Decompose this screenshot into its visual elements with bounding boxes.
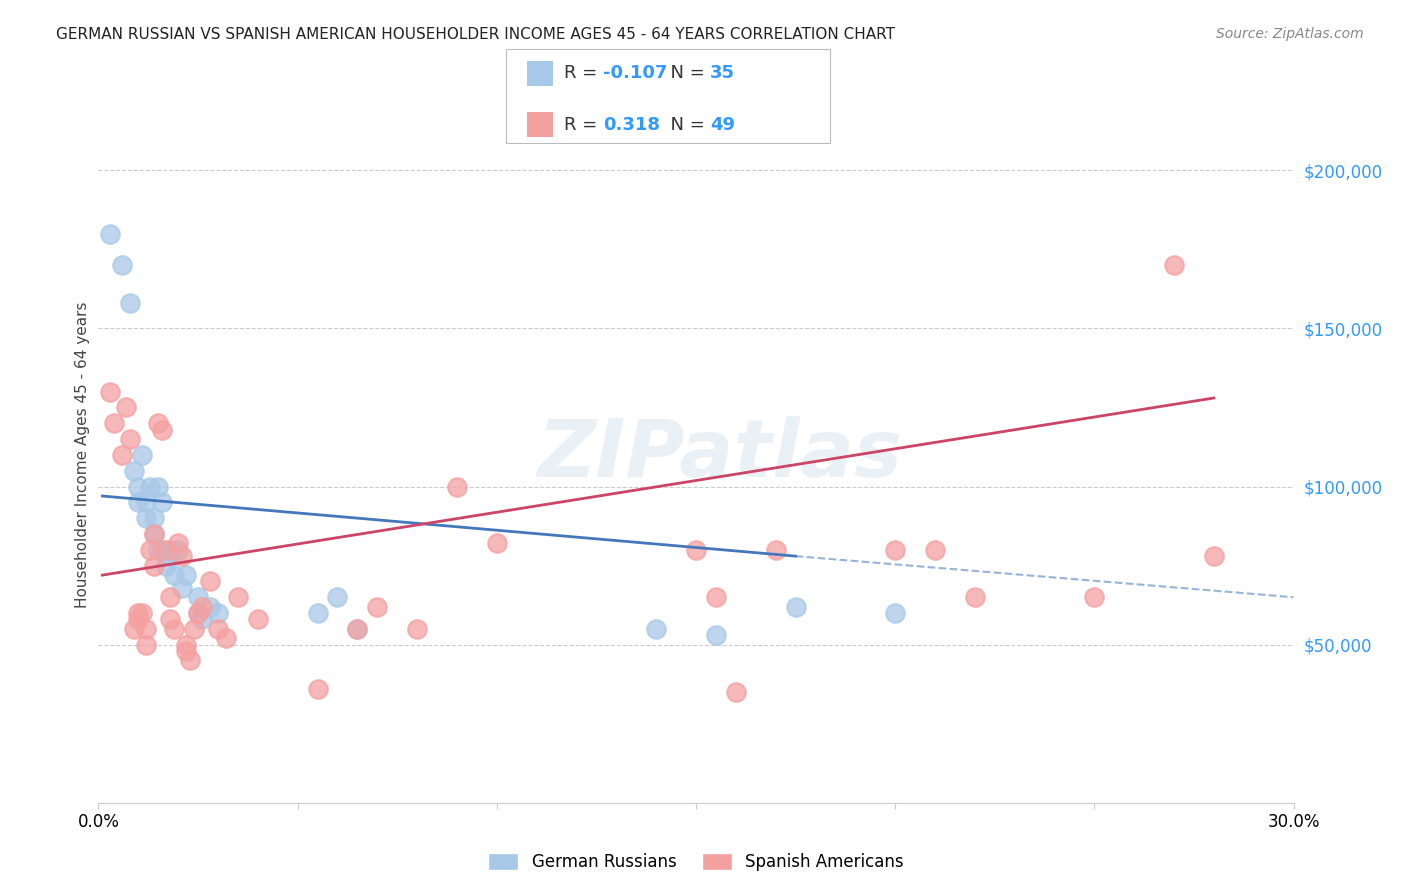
- Point: [111, 448, 134, 462]
- Point: [143, 527, 166, 541]
- Point: [150, 495, 173, 509]
- Text: R =: R =: [564, 116, 603, 134]
- Point: [246, 612, 269, 626]
- Point: [124, 622, 146, 636]
- Point: [167, 536, 190, 550]
- Point: [135, 511, 157, 525]
- Point: [765, 542, 787, 557]
- Point: [148, 479, 170, 493]
- Point: [187, 591, 209, 605]
- Point: [111, 258, 134, 272]
- Text: GERMAN RUSSIAN VS SPANISH AMERICAN HOUSEHOLDER INCOME AGES 45 - 64 YEARS CORRELA: GERMAN RUSSIAN VS SPANISH AMERICAN HOUSE…: [56, 27, 896, 42]
- Text: N =: N =: [659, 64, 711, 82]
- Point: [148, 542, 170, 557]
- Point: [159, 612, 181, 626]
- Point: [127, 479, 149, 493]
- Point: [159, 549, 181, 563]
- Point: [174, 644, 197, 658]
- Point: [924, 542, 946, 557]
- Point: [115, 401, 138, 415]
- Point: [884, 606, 907, 620]
- Point: [150, 542, 173, 557]
- Point: [346, 622, 368, 636]
- Point: [884, 542, 907, 557]
- Point: [159, 591, 181, 605]
- Text: Source: ZipAtlas.com: Source: ZipAtlas.com: [1216, 27, 1364, 41]
- Point: [163, 622, 186, 636]
- Point: [159, 542, 181, 557]
- Point: [226, 591, 249, 605]
- Point: [163, 568, 186, 582]
- Point: [1163, 258, 1185, 272]
- Point: [135, 638, 157, 652]
- Point: [704, 628, 727, 642]
- Point: [198, 599, 221, 614]
- Point: [785, 599, 807, 614]
- Point: [198, 574, 221, 589]
- Y-axis label: Householder Income Ages 45 - 64 years: Householder Income Ages 45 - 64 years: [75, 301, 90, 608]
- Text: 35: 35: [710, 64, 735, 82]
- Point: [645, 622, 668, 636]
- Point: [103, 417, 125, 431]
- Text: ZIPatlas: ZIPatlas: [537, 416, 903, 494]
- Point: [191, 612, 214, 626]
- Point: [187, 606, 209, 620]
- Point: [963, 591, 986, 605]
- Point: [135, 495, 157, 509]
- Point: [183, 622, 205, 636]
- Point: [704, 591, 727, 605]
- Text: 49: 49: [710, 116, 735, 134]
- Point: [326, 591, 349, 605]
- Point: [143, 511, 166, 525]
- Point: [127, 606, 149, 620]
- Point: [120, 296, 142, 310]
- Point: [143, 527, 166, 541]
- Point: [446, 479, 468, 493]
- Point: [366, 599, 388, 614]
- Point: [148, 417, 170, 431]
- Point: [98, 384, 122, 399]
- Point: [207, 622, 229, 636]
- Point: [307, 681, 329, 696]
- Point: [174, 568, 197, 582]
- Point: [685, 542, 707, 557]
- Point: [167, 542, 190, 557]
- Point: [172, 581, 194, 595]
- Point: [307, 606, 329, 620]
- Point: [187, 606, 209, 620]
- Point: [155, 542, 177, 557]
- Point: [485, 536, 508, 550]
- Point: [127, 612, 149, 626]
- Point: [150, 423, 173, 437]
- Point: [346, 622, 368, 636]
- Point: [127, 495, 149, 509]
- Text: 0.318: 0.318: [603, 116, 661, 134]
- Point: [139, 479, 162, 493]
- Point: [139, 542, 162, 557]
- Text: R =: R =: [564, 64, 603, 82]
- Legend: German Russians, Spanish Americans: German Russians, Spanish Americans: [482, 847, 910, 878]
- Point: [98, 227, 122, 241]
- Point: [120, 432, 142, 446]
- Point: [179, 653, 201, 667]
- Point: [406, 622, 429, 636]
- Point: [1083, 591, 1105, 605]
- Point: [172, 549, 194, 563]
- Point: [207, 606, 229, 620]
- Point: [124, 464, 146, 478]
- Point: [1202, 549, 1225, 563]
- Point: [131, 606, 153, 620]
- Point: [131, 448, 153, 462]
- Text: -0.107: -0.107: [603, 64, 668, 82]
- Point: [191, 599, 214, 614]
- Text: N =: N =: [659, 116, 711, 134]
- Point: [174, 638, 197, 652]
- Point: [135, 622, 157, 636]
- Point: [724, 685, 747, 699]
- Point: [143, 558, 166, 573]
- Point: [155, 558, 177, 573]
- Point: [215, 632, 238, 646]
